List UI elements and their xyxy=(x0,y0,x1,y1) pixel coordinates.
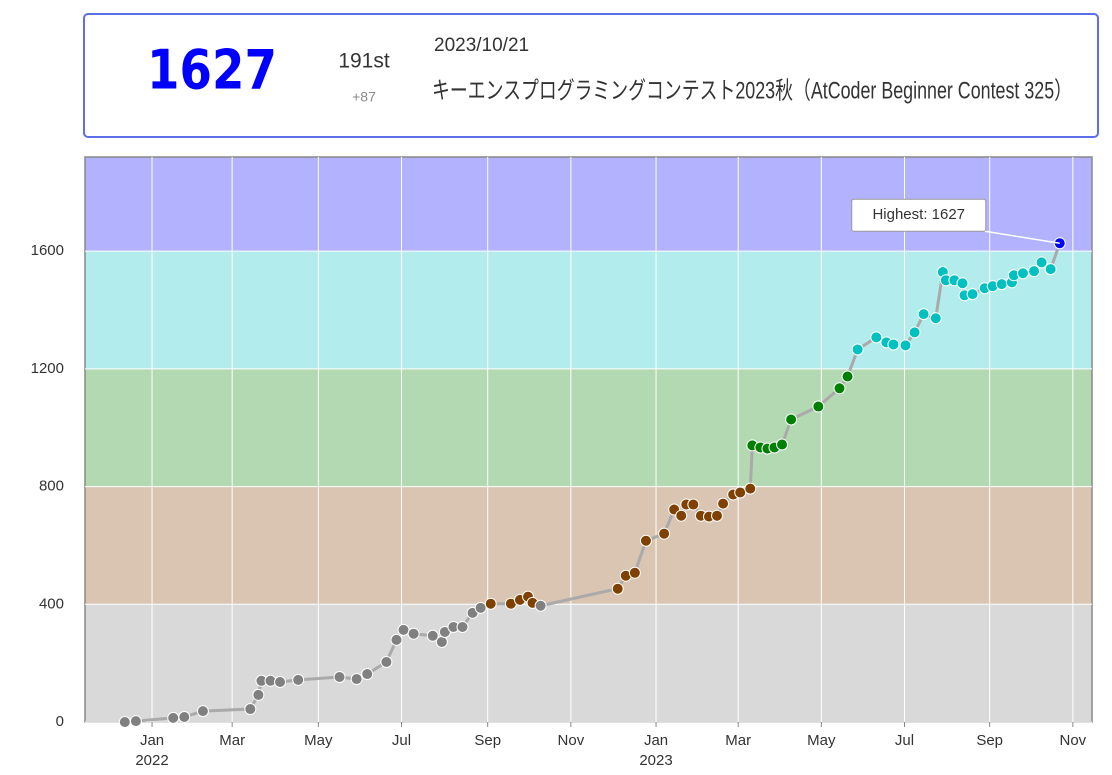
rating-point xyxy=(833,382,846,395)
rating-point xyxy=(611,582,624,595)
rating-point xyxy=(167,711,180,724)
annotation-box xyxy=(851,198,987,232)
rating-point xyxy=(178,710,191,723)
rating-point xyxy=(711,509,724,522)
rating-point xyxy=(851,343,864,356)
rating-point xyxy=(887,338,900,351)
rating-point xyxy=(899,339,912,352)
rating-point xyxy=(129,715,142,728)
x-tick-label: Mar xyxy=(725,732,751,749)
rating-point xyxy=(244,703,257,716)
y-tick-label: 1600 xyxy=(31,242,64,259)
rating-point xyxy=(1044,263,1057,276)
x-tick-label: Nov xyxy=(558,732,585,749)
rating-point xyxy=(1028,265,1041,278)
rating-point xyxy=(484,597,497,610)
rating-point xyxy=(776,438,789,451)
rating-diff: +87 xyxy=(352,89,376,105)
y-tick-label: 800 xyxy=(39,478,64,495)
contest-name: キーエンスプログラミングコンテスト2023秋（AtCoder Beginner … xyxy=(432,77,1072,104)
x-tick-label: Jul xyxy=(895,732,914,749)
rating-point xyxy=(350,673,363,686)
rating-point xyxy=(675,509,688,522)
rating-point xyxy=(717,497,730,510)
rating-point xyxy=(274,675,287,688)
header-box xyxy=(83,13,1099,138)
rating-point xyxy=(361,668,374,681)
annotation-connector xyxy=(984,230,1060,244)
rating-point xyxy=(435,635,448,648)
x-year-label: 2022 xyxy=(135,752,168,769)
rating-point xyxy=(407,627,420,640)
rating-point xyxy=(1016,267,1029,280)
rating-point xyxy=(687,498,700,511)
rating-point xyxy=(785,413,798,426)
rank: 191st xyxy=(338,50,390,73)
rating-point xyxy=(426,629,439,642)
rating-point xyxy=(917,308,930,321)
x-tick-label: Jan xyxy=(140,732,164,749)
rating-point xyxy=(118,716,131,728)
rating-band xyxy=(85,604,1092,722)
rating-point xyxy=(474,601,487,614)
rating-point xyxy=(534,599,547,612)
rating-point xyxy=(252,688,265,701)
rating-point xyxy=(1035,256,1048,269)
rating-point xyxy=(292,673,305,686)
rating-point xyxy=(658,527,671,540)
rating-point xyxy=(841,370,854,383)
rating-point xyxy=(812,400,825,413)
annotation-text: Highest: 1627 xyxy=(872,206,965,223)
rating-point xyxy=(908,326,921,339)
rating: 1627 xyxy=(147,39,277,102)
rating-point xyxy=(390,633,403,646)
y-tick-label: 1200 xyxy=(31,360,64,377)
rating-point xyxy=(333,670,346,683)
rating-point xyxy=(870,331,883,344)
plot: 0 400 800 1200 1600 Jan Mar May Jul Sep Nov Jan Mar M… xyxy=(31,156,1093,769)
x-tick-label: Mar xyxy=(219,732,245,749)
x-tick-label: Jul xyxy=(392,732,411,749)
x-tick-label: Sep xyxy=(976,732,1003,749)
rating-point xyxy=(456,620,469,633)
y-tick-label: 400 xyxy=(39,595,64,612)
rating-point xyxy=(966,288,979,301)
rating-point xyxy=(639,534,652,547)
contest-date: 2023/10/21 xyxy=(434,35,529,56)
x-tick-label: Sep xyxy=(474,732,501,749)
rating-band xyxy=(85,368,1092,487)
x-tick-label: Jan xyxy=(644,732,668,749)
x-year-label: 2023 xyxy=(639,752,672,769)
x-tick-label: May xyxy=(304,732,333,749)
rating-point xyxy=(397,623,410,636)
x-tick-label: May xyxy=(807,732,836,749)
rating-point xyxy=(929,312,942,325)
rating-point xyxy=(734,486,747,499)
rating-band xyxy=(85,486,1092,605)
rating-point xyxy=(628,566,641,579)
rating-point xyxy=(196,705,209,718)
rating-point xyxy=(995,278,1008,291)
x-tick-label: Nov xyxy=(1060,732,1087,749)
rating-point xyxy=(380,655,393,668)
rating-point xyxy=(956,277,969,290)
y-tick-label: 0 xyxy=(56,713,64,730)
rating-point xyxy=(744,482,757,495)
